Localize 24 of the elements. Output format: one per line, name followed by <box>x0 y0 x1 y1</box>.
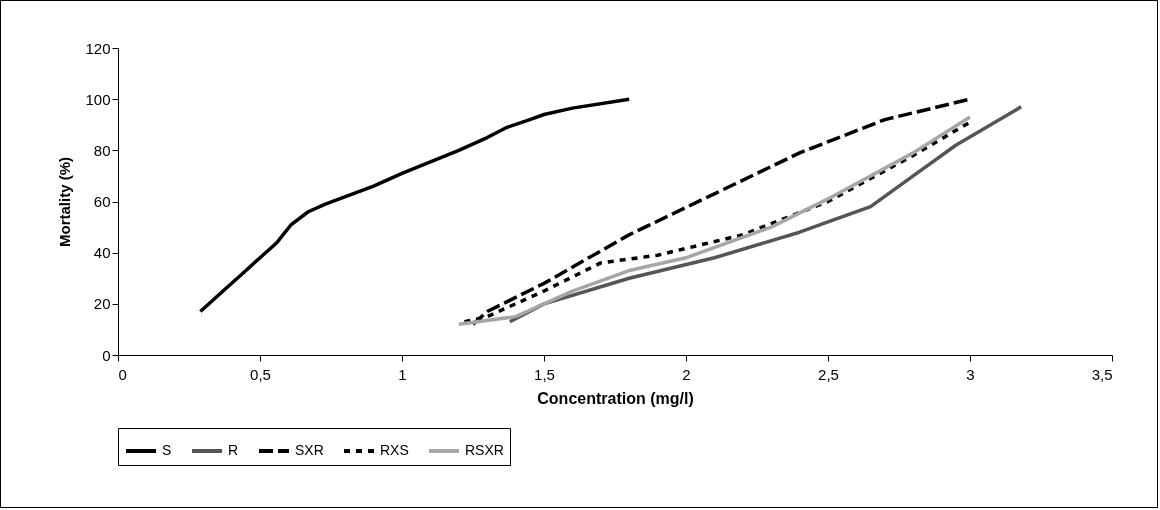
x-tick-label: 0,5 <box>250 365 271 383</box>
line-series <box>508 105 1023 324</box>
legend-label: S <box>162 442 172 458</box>
y-tick-label: 100 <box>85 90 111 108</box>
x-tick-label: 0 <box>118 365 127 383</box>
x-tick-label: 2 <box>682 365 691 383</box>
y-tick-label: 120 <box>85 39 111 57</box>
y-tick-label: 0 <box>102 346 111 364</box>
legend-label: R <box>228 442 239 458</box>
legend-label: RSXR <box>465 442 504 458</box>
y-tick-label: 80 <box>93 141 111 159</box>
x-tick-label: 3 <box>966 365 975 383</box>
y-tick-label: 40 <box>93 244 111 262</box>
legend-label: RXS <box>380 442 409 458</box>
x-tick-label: 1,5 <box>534 365 555 383</box>
x-tick-label: 1 <box>398 365 407 383</box>
x-tick-label: 2,5 <box>818 365 839 383</box>
y-axis-title: Mortality (%) <box>56 157 74 247</box>
legend-label: SXR <box>295 442 324 458</box>
x-axis-title: Concentration (mg/l) <box>537 389 694 407</box>
y-tick-label: 60 <box>93 193 111 210</box>
x-tick-label: 3,5 <box>1091 365 1113 383</box>
y-tick-label: 20 <box>93 295 111 313</box>
line-series <box>198 97 631 314</box>
